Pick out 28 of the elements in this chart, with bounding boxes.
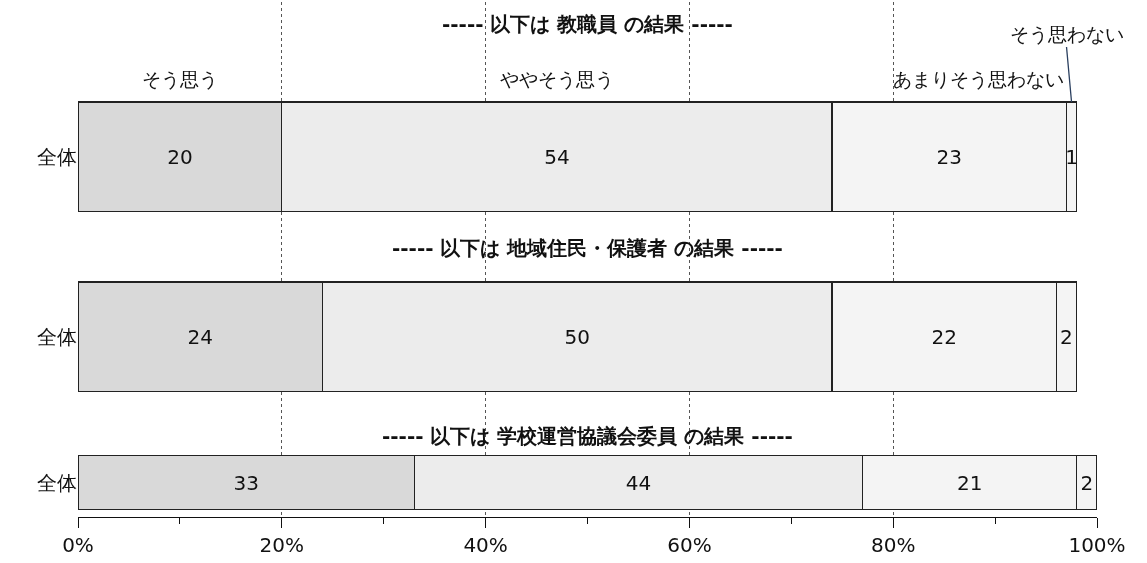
data-label: 2: [1080, 470, 1094, 495]
data-label: 54: [544, 144, 570, 169]
data-label: 50: [564, 324, 591, 349]
y-tick-label: 全体: [37, 324, 77, 349]
x-tick-label: 80%: [870, 533, 916, 558]
x-tick-label: 0%: [62, 533, 94, 558]
x-tick-label: 20%: [259, 533, 305, 558]
data-label: 20: [167, 144, 193, 169]
text: そう思わない: [1010, 23, 1124, 45]
x-tick-label: 100%: [1068, 533, 1126, 558]
data-label: 21: [956, 470, 983, 495]
y-tick-label: 全体: [37, 470, 77, 495]
data-label: 23: [936, 144, 962, 169]
x-tick-label: 60%: [667, 533, 712, 558]
series-label: そう思う: [142, 68, 218, 90]
y-tick-label: 全体: [37, 144, 77, 169]
data-label: 1: [1065, 144, 1078, 169]
annotation: ----- 以下は 学校運営協議会委員 の結果 -----: [382, 424, 793, 448]
data-label: 24: [187, 324, 214, 349]
data-label: 2: [1060, 324, 1073, 349]
annotation: ----- 以下は 教職員 の結果 -----: [442, 12, 733, 36]
data-label: 22: [931, 324, 957, 349]
annotation: ----- 以下は 地域住民・保護者 の結果 -----: [392, 236, 783, 260]
series-label: ややそう思う: [500, 68, 614, 90]
x-tick-label: 40%: [463, 533, 508, 558]
series-label: あまりそう思わない: [893, 68, 1064, 90]
data-label: 33: [233, 470, 259, 495]
data-label: 44: [625, 470, 652, 495]
